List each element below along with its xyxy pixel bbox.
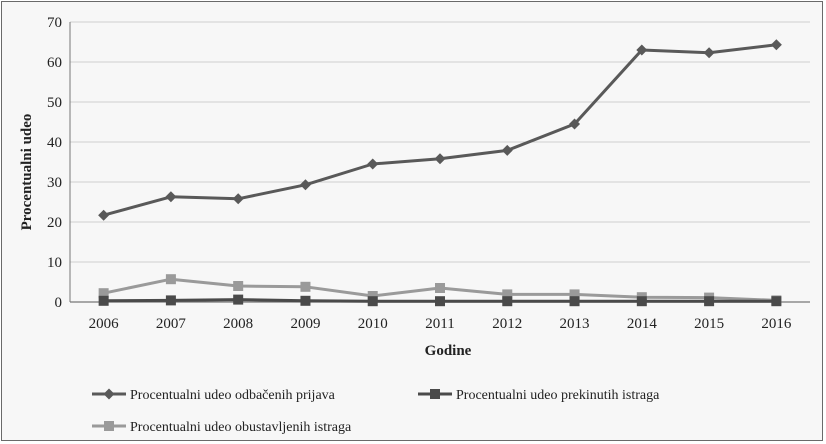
data-point — [501, 144, 513, 156]
data-point — [165, 274, 176, 285]
data-point — [502, 289, 513, 300]
y-tick-label: 10 — [47, 255, 62, 271]
legend: Procentualni udeo odbačenih prijava Proce… — [92, 388, 660, 435]
data-point — [771, 296, 782, 307]
data-point — [435, 283, 445, 293]
legend-item-2: Procentualni udeo prekinutih istraga — [418, 388, 660, 403]
data-point — [299, 179, 311, 191]
y-tick-label: 70 — [47, 15, 62, 31]
data-point — [770, 39, 782, 51]
data-point — [232, 193, 244, 205]
y-tick-label: 50 — [47, 95, 62, 111]
legend-label: Procentualni udeo odbačenih prijava — [130, 388, 336, 403]
data-point — [434, 153, 446, 165]
data-point — [703, 47, 715, 59]
y-tick-label: 30 — [47, 175, 62, 191]
y-tick-labels: 0 10 20 30 40 50 60 70 — [47, 15, 62, 311]
x-tick-label: 2010 — [358, 316, 388, 332]
series-1 — [98, 39, 782, 221]
data-point — [98, 295, 109, 306]
x-axis-title: Godine — [425, 343, 472, 359]
data-point — [165, 295, 176, 306]
data-point — [435, 296, 445, 307]
legend-item-3: Procentualni udeo obustavljenih istraga — [92, 420, 352, 435]
data-point — [233, 281, 244, 291]
data-point — [367, 291, 378, 301]
x-tick-label: 2008 — [223, 316, 253, 332]
data-point — [367, 158, 379, 170]
legend-marker — [430, 389, 440, 399]
y-tick-label: 40 — [47, 135, 62, 151]
y-tick-label: 0 — [55, 295, 63, 311]
y-tick-label: 60 — [47, 55, 62, 71]
series-line — [103, 43, 777, 217]
data-point — [502, 296, 513, 307]
data-point — [367, 296, 378, 307]
data-point — [704, 296, 715, 307]
legend-item-1: Procentualni udeo odbačenih prijava — [92, 388, 336, 403]
data-point — [98, 288, 109, 299]
series-2 — [98, 294, 782, 307]
legend-label: Procentualni udeo obustavljenih istraga — [130, 420, 352, 435]
data-point — [165, 191, 177, 203]
x-tick-label: 2012 — [492, 316, 522, 332]
x-tick-label: 2015 — [694, 316, 724, 332]
data-point — [569, 296, 580, 307]
data-point — [569, 289, 580, 300]
x-tick-label: 2007 — [156, 316, 187, 332]
y-tick-label: 20 — [47, 215, 62, 231]
legend-marker — [104, 421, 114, 431]
data-point — [98, 209, 110, 221]
legend-marker — [103, 388, 115, 400]
data-point — [300, 281, 311, 292]
x-tick-labels: 2006 2007 2008 2009 2010 2011 2012 2013 2014 2015… — [89, 316, 792, 332]
data-point — [636, 296, 647, 307]
x-tick-label: 2011 — [425, 316, 454, 332]
x-tick-label: 2006 — [89, 316, 120, 332]
legend-label: Procentualni udeo prekinutih istraga — [456, 388, 660, 403]
data-point — [300, 295, 311, 306]
data-point — [233, 294, 244, 305]
series-group — [98, 39, 782, 307]
x-tick-label: 2013 — [560, 316, 590, 332]
data-point — [569, 118, 581, 130]
y-axis-title: Procentualni udeo — [19, 114, 35, 231]
x-tick-label: 2016 — [761, 316, 792, 332]
data-point — [636, 44, 648, 56]
x-tick-label: 2014 — [627, 316, 658, 332]
x-tick-label: 2009 — [290, 316, 320, 332]
